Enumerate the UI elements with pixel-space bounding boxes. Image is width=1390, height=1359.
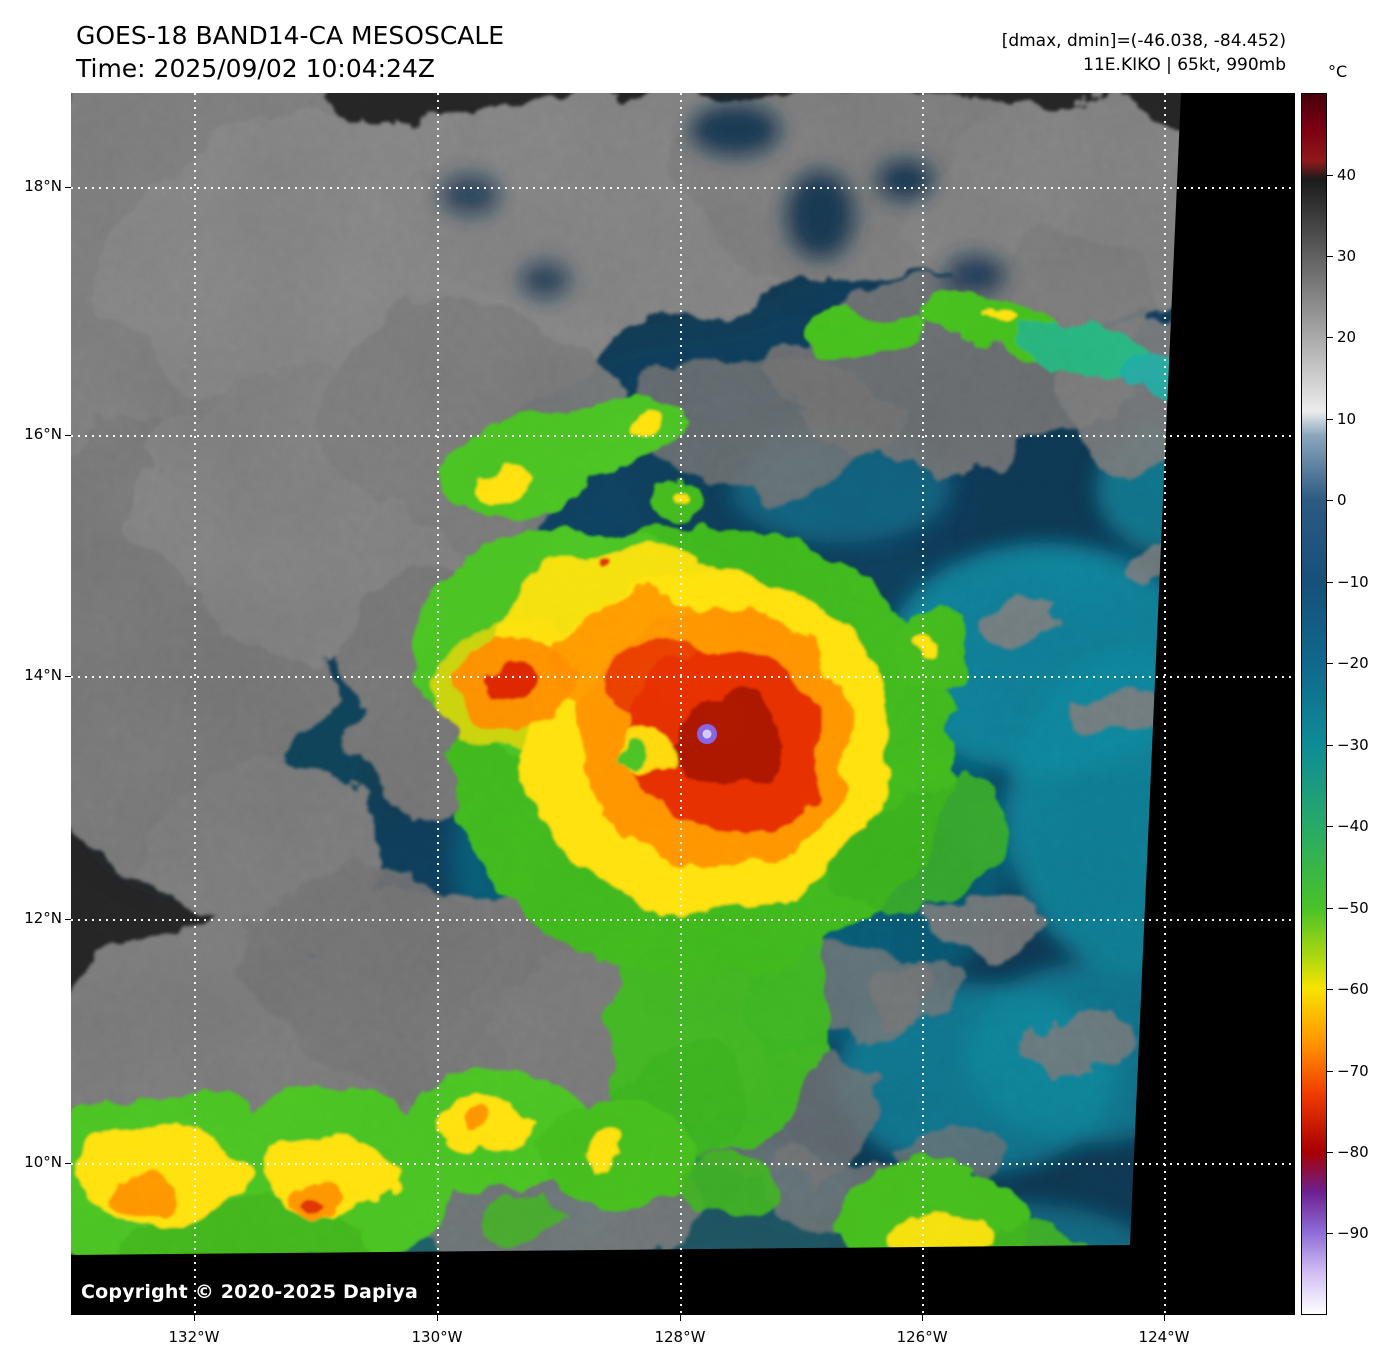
- colorbar-gradient: [1301, 93, 1327, 1315]
- colorbar-tick-label: −90: [1337, 1224, 1369, 1243]
- satellite-image: [71, 93, 1295, 1315]
- colorbar-tick-label: −70: [1337, 1061, 1369, 1080]
- axis-tick-lat: [65, 676, 71, 678]
- axis-tick-lat: [65, 435, 71, 437]
- gridline-lat-18n: [71, 186, 1295, 189]
- colorbar-tick: [1327, 663, 1333, 665]
- storm-info-label: 11E.KIKO | 65kt, 990mb: [1083, 54, 1286, 75]
- lat-label-16n: 16°N: [24, 425, 62, 444]
- colorbar-tick: [1327, 826, 1333, 828]
- lat-label-10n: 10°N: [24, 1153, 62, 1172]
- axis-tick-lat: [65, 918, 71, 920]
- colorbar-unit-label: °C: [1328, 62, 1348, 81]
- gridline-lon-132w: [194, 93, 196, 1315]
- colorbar-tick: [1327, 907, 1333, 909]
- colorbar-tick-label: 30: [1337, 246, 1357, 265]
- lat-label-12n: 12°N: [24, 909, 62, 928]
- colorbar-tick: [1327, 989, 1333, 991]
- axis-tick-lon: [436, 1315, 438, 1321]
- colorbar-tick-label: −80: [1337, 1143, 1369, 1162]
- colorbar-tick-label: 0: [1337, 491, 1347, 510]
- colorbar-tick: [1327, 1070, 1333, 1072]
- colorbar-tick-label: −20: [1337, 654, 1369, 673]
- axis-tick-lat: [65, 186, 71, 188]
- gridline-lon-128w: [679, 93, 682, 1315]
- lon-label-124w: 124°W: [1138, 1328, 1190, 1346]
- gridline-lat-12n: [71, 918, 1295, 921]
- copyright-label: Copyright © 2020-2025 Dapiya: [81, 1281, 419, 1303]
- colorbar-tick-label: −40: [1337, 817, 1369, 836]
- colorbar-tick: [1327, 1152, 1333, 1154]
- colorbar-tick: [1327, 174, 1333, 176]
- colorbar-tick: [1327, 255, 1333, 257]
- axis-tick-lon: [922, 1315, 924, 1321]
- colorbar-tick: [1327, 500, 1333, 502]
- colorbar-tick: [1327, 418, 1333, 420]
- colorbar-tick-label: 10: [1337, 409, 1357, 428]
- axis-tick-lat: [65, 1162, 71, 1164]
- colorbar-tick: [1327, 1233, 1333, 1235]
- info-block: [dmax, dmin]=(-46.038, -84.452) 11E.KIKO…: [1002, 30, 1286, 78]
- colorbar-tick: [1327, 744, 1333, 746]
- colorbar-tick: [1327, 581, 1333, 583]
- colorbar: 40 30 20 10 0 −10 −20 −30 −40 −50 −60 −7…: [1301, 93, 1369, 1315]
- lon-label-130w: 130°W: [411, 1328, 463, 1346]
- gridline-lon-130w: [436, 93, 439, 1315]
- plot-title: GOES-18 BAND14-CA MESOSCALE: [76, 21, 505, 50]
- plot-time: Time: 2025/09/02 10:04:24Z: [76, 53, 435, 83]
- axis-tick-lon: [194, 1315, 195, 1321]
- gridline-lat-10n: [71, 1162, 1295, 1165]
- gridline-lon-124w: [1164, 93, 1167, 1315]
- lat-label-18n: 18°N: [24, 177, 62, 196]
- dmax-dmin-label: [dmax, dmin]=(-46.038, -84.452): [1001, 31, 1286, 51]
- colorbar-tick: [1327, 337, 1333, 339]
- header: GOES-18 BAND14-CA MESOSCALE Time: 2025/0…: [76, 20, 504, 85]
- texture-fine-noise: [71, 93, 1181, 1255]
- lon-label-132w: 132°W: [168, 1328, 220, 1346]
- colorbar-tick-label: −50: [1337, 898, 1369, 917]
- gridline-lat-16n: [71, 435, 1295, 438]
- lat-label-14n: 14°N: [24, 666, 62, 685]
- gridline-lon-126w: [922, 93, 925, 1315]
- plot-area: 18°N 16°N 14°N 12°N 10°N 132°W 130°W 128…: [24, 93, 1295, 1346]
- gridline-lat-14n: [71, 676, 1295, 679]
- colorbar-tick-label: −60: [1337, 980, 1369, 999]
- lon-label-126w: 126°W: [896, 1328, 948, 1346]
- colorbar-tick-label: 20: [1337, 328, 1357, 347]
- colorbar-tick-label: −10: [1337, 572, 1369, 591]
- lon-label-128w: 128°W: [654, 1328, 706, 1346]
- colorbar-tick-label: 40: [1337, 165, 1357, 184]
- axis-tick-lon: [1164, 1315, 1166, 1321]
- axis-tick-lon: [679, 1315, 681, 1321]
- colorbar-tick-label: −30: [1337, 735, 1369, 754]
